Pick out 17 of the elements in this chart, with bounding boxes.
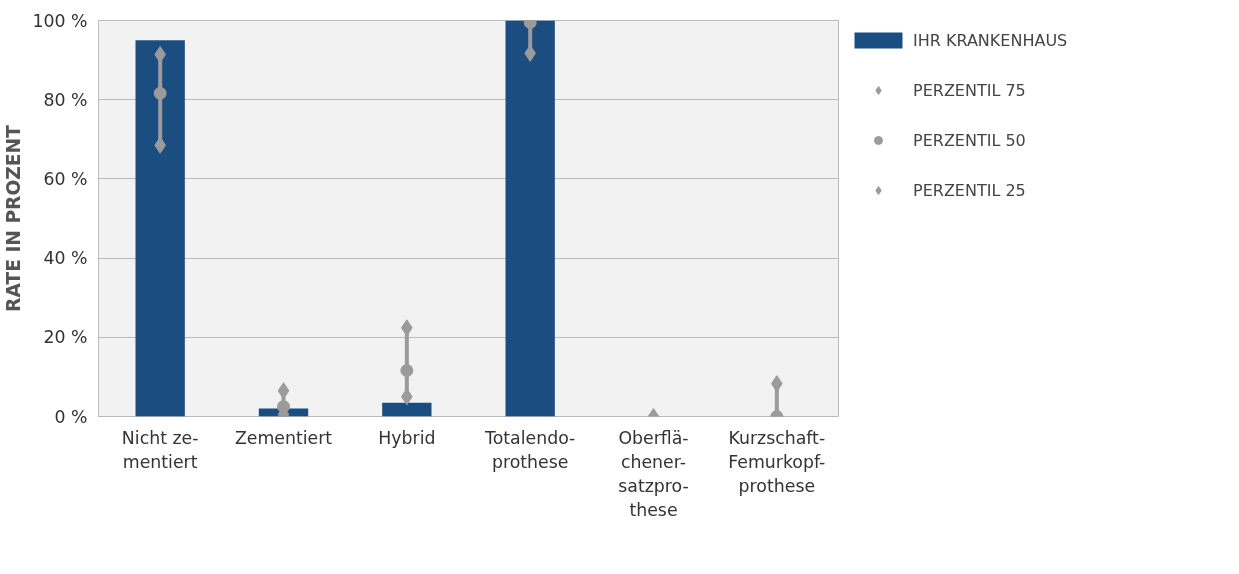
x-tick-label: Oberflä- chener- satzpro- these (618, 427, 689, 520)
y-tick-label: 60 % (43, 168, 88, 189)
y-tick-label: 80 % (43, 89, 88, 110)
y-tick-label: 0 % (54, 406, 88, 427)
x-tick-label: Nicht ze- mentiert (121, 427, 199, 472)
legend-label: PERZENTIL 50 (913, 130, 1026, 150)
y-tick-label: 100 % (32, 10, 88, 31)
x-tick-label: Hybrid (378, 427, 436, 448)
legend-label: PERZENTIL 75 (913, 80, 1026, 100)
y-tick-label: 20 % (43, 327, 88, 348)
y-axis-title: RATE IN PROZENT (3, 124, 25, 312)
y-tick-label: 40 % (43, 248, 88, 269)
x-tick-label: Totalendo- prothese (484, 427, 576, 472)
legend-label: PERZENTIL 25 (913, 180, 1026, 200)
legend-label: IHR KRANKENHAUS (913, 30, 1068, 50)
x-tick-label: Kurzschaft- Femurkopf- prothese (728, 427, 826, 496)
x-tick-label: Zementiert (234, 427, 333, 448)
